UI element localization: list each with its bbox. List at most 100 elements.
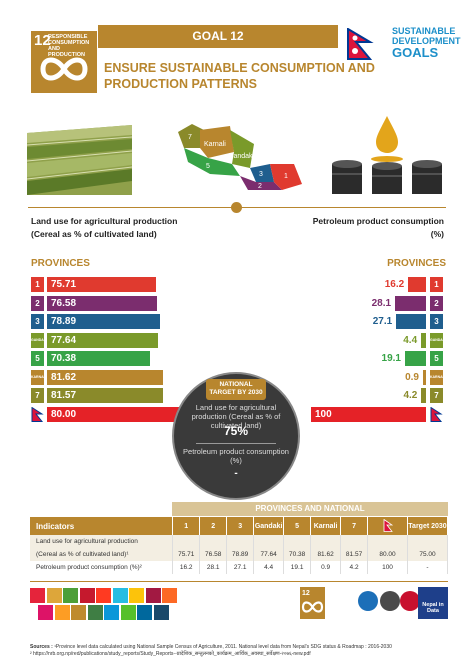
sdg-goal-icon — [87, 605, 103, 620]
table-cell: 16.2 — [172, 561, 201, 574]
sdg-goal-icon — [38, 605, 53, 620]
left-province-tag: KARNALI — [31, 369, 47, 385]
tile-number: 12 — [34, 32, 51, 49]
right-province-tag: 5 — [430, 351, 443, 366]
left-bar: 75.71 — [47, 277, 157, 292]
left-bar-value: 81.57 — [51, 390, 77, 401]
table-cell — [199, 535, 228, 548]
left-bar: 81.57 — [47, 388, 164, 403]
right-bar-value: 27.1 — [372, 316, 393, 327]
table-header: 2 — [199, 517, 228, 535]
nepal-province-map: 7 Karnali Gandaki 5 3 2 1 — [178, 124, 302, 190]
table-cell: 0.9 — [310, 561, 342, 574]
sdg-goal-icon — [145, 588, 161, 603]
right-bar-value: 0.9 — [405, 371, 419, 383]
sdg-goal-icon — [54, 605, 70, 620]
sources-note: Sources : ¹Province level data calculate… — [30, 644, 450, 658]
left-indicator-label: Land use for agricultural production (Ce… — [31, 215, 177, 241]
sources-url: ² https://nrb.org.np/red/publications/st… — [30, 651, 311, 657]
right-bar-value: 19.1 — [381, 353, 401, 364]
sdg-goal-icon — [129, 588, 144, 603]
table-title: PROVINCES AND NATIONAL — [172, 502, 448, 516]
target-divider — [196, 443, 276, 444]
right-bar — [408, 277, 426, 292]
left-bar: 70.38 — [47, 351, 150, 366]
table-header-row: Indicators 1 2 3 Gandaki 5 Karnali 7 Tar… — [30, 517, 449, 535]
right-bar-value: 100 — [315, 408, 332, 420]
sources-label: Sources : — [30, 644, 53, 650]
table-cell: 80.00 — [367, 548, 408, 561]
target-value-land-use: 75% — [223, 424, 249, 438]
svg-text:12: 12 — [302, 590, 310, 597]
sdg-goal-icon — [137, 605, 152, 620]
table-cell: 75.00 — [407, 548, 449, 561]
left-bar-value: 78.89 — [51, 316, 77, 327]
right-province-tag: 3 — [430, 314, 443, 329]
right-bar — [404, 351, 426, 366]
sdg-goal-icon — [30, 588, 45, 603]
table-header: 1 — [172, 517, 201, 535]
right-province-tag: 1 — [430, 277, 443, 292]
table-cell: 81.62 — [310, 548, 342, 561]
oil-tanks-illustration — [332, 116, 442, 194]
infinity-icon: 12 — [301, 590, 324, 613]
sdg-goal-icon — [104, 605, 119, 620]
right-bar — [311, 406, 426, 422]
right-bar-value: 4.2 — [403, 390, 418, 401]
table-header: 7 — [340, 517, 369, 535]
table-row: Land use for agricultural production — [30, 535, 449, 548]
sdg-logo-line3: GOALS — [392, 45, 439, 60]
goal-label: GOAL 12 — [192, 29, 244, 43]
left-label-line1: Land use for agricultural production — [31, 216, 178, 226]
left-bar: 81.62 — [47, 369, 164, 385]
sdg-goal-icon — [46, 588, 62, 603]
table-cell: Land use for agricultural production — [30, 535, 174, 548]
table-cell — [226, 535, 255, 548]
table-cell: 81.57 — [340, 548, 369, 561]
table-cell: 28.1 — [199, 561, 228, 574]
right-province-tag: 2 — [430, 295, 443, 311]
left-province-tag: 2 — [31, 295, 44, 311]
table-cell — [310, 535, 342, 548]
right-province-tag: GANDAKI — [430, 332, 446, 348]
sdg-12-tile: 12 RESPONSIBLE CONSUMPTION AND PRODUCTIO… — [31, 31, 97, 93]
table-cell: 4.2 — [340, 561, 369, 574]
un-emblem-icon — [358, 591, 378, 611]
table-header: Indicators — [30, 517, 174, 535]
left-bar-value: 70.38 — [51, 353, 77, 364]
right-province-tag: KARNALI — [430, 369, 446, 385]
left-bar-value: 77.64 — [51, 334, 77, 346]
nepal-flag-icon — [430, 406, 443, 422]
left-province-tag: 7 — [31, 388, 44, 403]
table-cell: 77.64 — [253, 548, 285, 561]
table-cell: - — [407, 561, 449, 574]
target-heading: NATIONAL TARGET BY 2030 — [206, 379, 266, 400]
infinity-icon — [40, 57, 88, 81]
table-cell: 76.58 — [199, 548, 228, 561]
left-bar-value: 76.58 — [51, 297, 77, 309]
right-provinces-heading: PROVINCES — [387, 258, 446, 269]
nepal-flag-icon — [31, 406, 44, 422]
sdg-goal-icon — [153, 605, 169, 620]
sdg-goal-icon — [162, 588, 177, 603]
table-cell: Petroleum product consumption (%)² — [30, 561, 174, 574]
left-bar-value: 81.62 — [51, 371, 77, 383]
map-label-gandaki: Gandaki — [228, 153, 255, 160]
sdg-goal-icon — [112, 588, 128, 603]
table-cell — [340, 535, 369, 548]
sdg-logo-line2: DEVELOPMENT — [392, 36, 461, 46]
target-label-petroleum: Petroleum product consumption (%) — [183, 447, 289, 465]
sources-text: ¹Province level data calculated using Na… — [54, 644, 392, 650]
table-bottom-line — [30, 581, 448, 582]
target-label-land-use: Land use for agricultural production (Ce… — [191, 403, 281, 430]
table-cell: 19.1 — [283, 561, 312, 574]
nepal-flag-icon — [383, 518, 393, 532]
left-province-tag: GANDAKI — [31, 332, 47, 348]
map-label-3: 3 — [259, 171, 263, 178]
table-cell — [283, 535, 312, 548]
table-cell: 75.71 — [172, 548, 201, 561]
table-cell: 4.4 — [253, 561, 285, 574]
indicator-table: Indicators 1 2 3 Gandaki 5 Karnali 7 Tar… — [30, 517, 449, 574]
right-label-line1: Petroleum product consumption — [312, 216, 444, 226]
map-label-1: 1 — [284, 173, 288, 180]
